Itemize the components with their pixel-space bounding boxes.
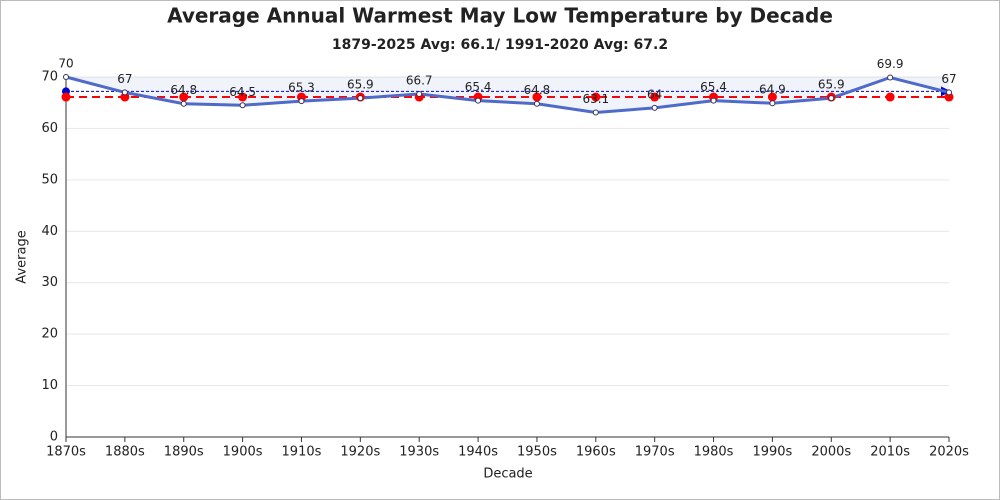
reference-dot <box>238 92 248 102</box>
reference-dot <box>650 92 660 102</box>
y-tick-label: 0 <box>50 430 58 445</box>
data-label: 65.4 <box>700 80 727 94</box>
chart-subtitle: 1879-2025 Avg: 66.1/ 1991-2020 Avg: 67.2 <box>332 37 668 53</box>
x-tick-label: 1920s <box>340 445 380 460</box>
reference-dot <box>61 92 71 102</box>
reference-dot <box>120 92 130 102</box>
point <box>298 98 305 105</box>
x-tick-label: 1980s <box>694 445 734 460</box>
reference-dot <box>179 92 189 102</box>
y-tick-label: 40 <box>41 224 58 239</box>
reference-dot <box>885 92 895 102</box>
point <box>239 102 246 109</box>
point <box>946 89 952 96</box>
y-tick-label: 60 <box>41 121 58 136</box>
point <box>475 97 482 104</box>
x-tick-label: 1990s <box>752 445 792 460</box>
data-label: 64 <box>647 87 662 101</box>
reference-dot <box>767 92 777 102</box>
x-axis-label: Decade <box>483 467 532 482</box>
data-label: 64.5 <box>229 85 256 99</box>
reference-dot <box>944 92 954 102</box>
x-tick-label: 1960s <box>576 445 616 460</box>
point <box>416 90 423 97</box>
point <box>828 95 835 102</box>
data-label: 70 <box>58 57 73 71</box>
line <box>65 75 950 114</box>
data-label: 65.9 <box>347 78 374 92</box>
y-tick-label: 20 <box>41 327 58 342</box>
point <box>121 89 128 96</box>
point <box>592 109 599 116</box>
reference-dot <box>591 92 601 102</box>
point <box>651 104 658 111</box>
data-label: 67 <box>117 72 132 86</box>
data-label: 65.3 <box>288 81 315 95</box>
point <box>887 74 894 81</box>
x-tick-label: 1950s <box>517 445 557 460</box>
x-tick-label: 1890s <box>164 445 204 460</box>
x-tick-label: 1880s <box>105 445 145 460</box>
y-tick-label: 50 <box>41 172 58 187</box>
y-axis-label: Average <box>15 230 30 283</box>
area <box>66 77 949 113</box>
data-label: 67 <box>941 72 956 86</box>
data-label: 66.7 <box>406 73 433 87</box>
x-tick-label: 1940s <box>458 445 498 460</box>
chart-title: Average Annual Warmest May Low Temperatu… <box>167 4 833 28</box>
x-tick-label: 1930s <box>399 445 439 460</box>
data-label: 64.8 <box>524 83 551 97</box>
data-label: 64.9 <box>759 83 786 97</box>
y-tick-label: 10 <box>41 378 58 393</box>
data-label: 63.1 <box>582 92 609 106</box>
point <box>533 100 540 107</box>
point <box>63 74 69 80</box>
x-tick-label: 2010s <box>870 445 910 460</box>
data-label: 64.8 <box>170 83 197 97</box>
y-tick-label: 70 <box>41 70 58 85</box>
x-tick-label: 1970s <box>635 445 675 460</box>
point <box>769 100 776 107</box>
x-tick-label: 1910s <box>282 445 322 460</box>
x-tick-label: 2000s <box>811 445 851 460</box>
x-tick-label: 1870s <box>46 445 86 460</box>
x-tick-label: 2020s <box>929 445 969 460</box>
data-label: 69.9 <box>877 57 904 71</box>
y-tick-label: 30 <box>41 275 58 290</box>
data-label: 65.4 <box>465 80 492 94</box>
data-label: 65.9 <box>818 78 845 92</box>
point <box>710 97 717 104</box>
reference-dot <box>532 92 542 102</box>
point <box>180 100 187 107</box>
point <box>357 95 364 102</box>
x-tick-label: 1900s <box>223 445 263 460</box>
